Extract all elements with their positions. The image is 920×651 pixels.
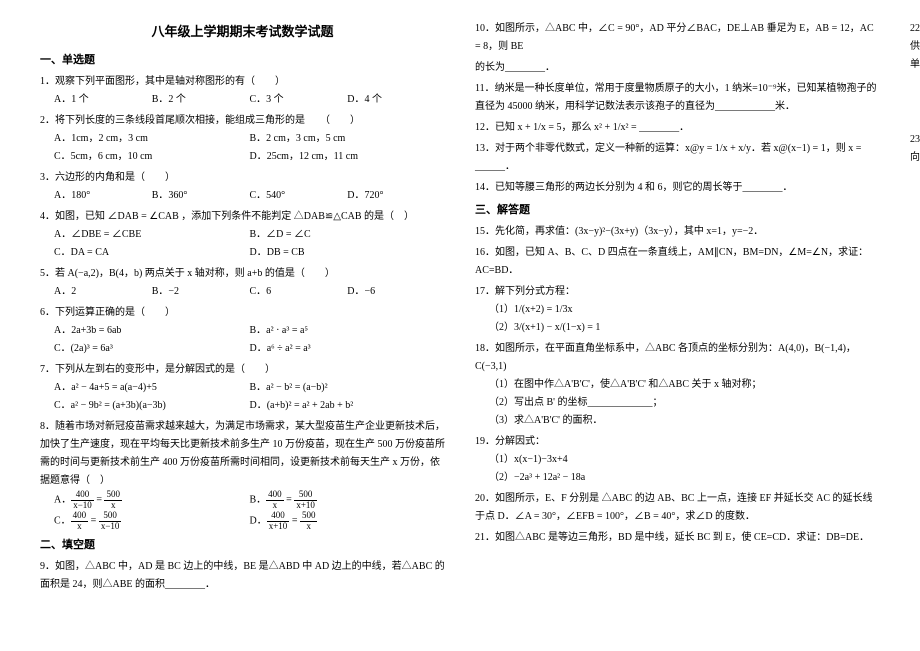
q8-opt-c: C．400x = 500x−10 — [54, 511, 250, 532]
q7-opt-a: A．a² − 4a+5 = a(a−4)+5 — [54, 379, 250, 397]
question-7: 7．下列从左到右的变形中，是分解因式的是（ ） A．a² − 4a+5 = a(… — [40, 361, 445, 415]
question-16: 16．如图，已知 A、B、C、D 四点在一条直线上，AM∥CN，BM=DN，∠M… — [475, 244, 880, 280]
question-2: 2．将下列长度的三条线段首尾顺次相接，能组成三角形的是 （ ） A．1cm，2 … — [40, 112, 445, 166]
q1-stem: 1．观察下列平面图形，其中是轴对称图形的有（ ） — [40, 73, 445, 91]
q5-opt-a: A．2 — [54, 283, 152, 301]
q1-opt-b: B．2 个 — [152, 91, 250, 109]
question-17: 17．解下列分式方程： （1）1/(x+2) = 1/3x （2）3/(x+1)… — [475, 283, 880, 337]
q3-opt-b: B．360° — [152, 187, 250, 205]
q3-opt-c: C．540° — [250, 187, 348, 205]
q1-opt-c: C．3 个 — [250, 91, 348, 109]
q22-stem: 22．某商家预测一种应季衬衫能畅销市场，就用 13200 元购进了一批这种衬衫，… — [910, 20, 920, 74]
q17-sub1: （1）1/(x+2) = 1/3x — [489, 301, 880, 319]
section-1-header: 一、单选题 — [40, 51, 445, 71]
q4-opt-c: C．DA = CA — [54, 244, 250, 262]
q3-opt-d: D．720° — [347, 187, 445, 205]
q7-opt-c: C．a² − 9b² = (a+3b)(a−3b) — [54, 397, 250, 415]
q19-sub2: （2）−2a³ + 12a² − 18a — [489, 469, 880, 487]
question-18: 18．如图所示，在平面直角坐标系中，△ABC 各顶点的坐标分别为：A(4,0)，… — [475, 340, 880, 430]
q4-opt-b: B．∠D = ∠C — [250, 226, 446, 244]
q6-opt-c: C．(2a)³ = 6a³ — [54, 340, 250, 358]
question-8: 8．随着市场对新冠疫苗需求越来越大，为满足市场需求，某大型疫苗生产企业更新技术后… — [40, 418, 445, 532]
q5-stem: 5．若 A(−a,2)，B(4，b) 两点关于 x 轴对称，则 a+b 的值是（… — [40, 265, 445, 283]
question-6: 6．下列运算正确的是（ ） A．2a+3b = 6ab B．a² · a³ = … — [40, 304, 445, 358]
q19-sub1: （1）x(x−1)−3x+4 — [489, 451, 880, 469]
question-19: 19．分解因式： （1）x(x−1)−3x+4 （2）−2a³ + 12a² −… — [475, 433, 880, 487]
q8-opt-a: A．400x−10 = 500x — [54, 490, 250, 511]
q6-opt-a: A．2a+3b = 6ab — [54, 322, 250, 340]
question-22: 22．某商家预测一种应季衬衫能畅销市场，就用 13200 元购进了一批这种衬衫，… — [910, 20, 920, 128]
q5-opt-b: B．−2 — [152, 283, 250, 301]
q7-opt-d: D．(a+b)² = a² + 2ab + b² — [250, 397, 446, 415]
q2-opt-a: A．1cm，2 cm，3 cm — [54, 130, 250, 148]
q2-opt-d: D．25cm，12 cm，11 cm — [250, 148, 446, 166]
q3-opt-a: A．180° — [54, 187, 152, 205]
q8-stem: 8．随着市场对新冠疫苗需求越来越大，为满足市场需求，某大型疫苗生产企业更新技术后… — [40, 418, 445, 490]
q18-sub3: （3）求△A'B'C' 的面积． — [489, 412, 880, 430]
section-2-header: 二、填空题 — [40, 536, 445, 556]
question-3: 3．六边形的内角和是（ ） A．180° B．360° C．540° D．720… — [40, 169, 445, 205]
q6-opt-b: B．a² · a³ = a⁵ — [250, 322, 446, 340]
q2-opt-b: B．2 cm，3 cm，5 cm — [250, 130, 446, 148]
q5-opt-c: C．6 — [250, 283, 348, 301]
question-12: 12．已知 x + 1/x = 5，那么 x² + 1/x² = _______… — [475, 119, 880, 137]
q2-opt-c: C．5cm，6 cm，10 cm — [54, 148, 250, 166]
question-15: 15．先化简，再求值：(3x−y)²−(3x+y)（3x−y），其中 x=1，y… — [475, 223, 880, 241]
question-23: 23．如图 1，点 E、F 分别是等边 △ABC 边 AB、BC 上的动点（端点… — [910, 131, 920, 167]
q8-opt-d: D．400x+10 = 500x — [250, 511, 446, 532]
question-10b: 的长为________． — [475, 59, 880, 77]
question-5: 5．若 A(−a,2)，B(4，b) 两点关于 x 轴对称，则 a+b 的值是（… — [40, 265, 445, 301]
q7-opt-b: B．a² − b² = (a−b)² — [250, 379, 446, 397]
q6-stem: 6．下列运算正确的是（ ） — [40, 304, 445, 322]
q3-stem: 3．六边形的内角和是（ ） — [40, 169, 445, 187]
q7-stem: 7．下列从左到右的变形中，是分解因式的是（ ） — [40, 361, 445, 379]
question-4: 4．如图，已知 ∠DAB = ∠CAB ，添加下列条件不能判定 △DAB≌△CA… — [40, 208, 445, 262]
q4-stem: 4．如图，已知 ∠DAB = ∠CAB ，添加下列条件不能判定 △DAB≌△CA… — [40, 208, 445, 226]
q18-sub2: （2）写出点 B' 的坐标_____________； — [489, 394, 880, 412]
q4-opt-d: D．DB = CB — [250, 244, 446, 262]
question-20: 20．如图所示，E、F 分别是 △ABC 的边 AB、BC 上一点，连接 EF … — [475, 490, 880, 526]
q18-stem: 18．如图所示，在平面直角坐标系中，△ABC 各顶点的坐标分别为：A(4,0)，… — [475, 340, 880, 376]
question-9: 9．如图，△ABC 中，AD 是 BC 边上的中线，BE 是△ABD 中 AD … — [40, 558, 445, 594]
q1-opt-a: A．1 个 — [54, 91, 152, 109]
q17-stem: 17．解下列分式方程： — [475, 283, 880, 301]
section-3-header: 三、解答题 — [475, 201, 880, 221]
q17-sub2: （2）3/(x+1) − x/(1−x) = 1 — [489, 319, 880, 337]
question-13: 13．对于两个非零代数式，定义一种新的运算：x@y = 1/x + x/y．若 … — [475, 140, 880, 176]
question-1: 1．观察下列平面图形，其中是轴对称图形的有（ ） A．1 个 B．2 个 C．3… — [40, 73, 445, 109]
q5-opt-d: D．−6 — [347, 283, 445, 301]
q2-stem: 2．将下列长度的三条线段首尾顺次相接，能组成三角形的是 （ ） — [40, 112, 445, 130]
exam-title: 八年级上学期期末考试数学试题 — [40, 20, 445, 43]
question-10: 10．如图所示，△ABC 中，∠C = 90°，AD 平分∠BAC，DE⊥AB … — [475, 20, 880, 56]
q19-stem: 19．分解因式： — [475, 433, 880, 451]
question-14: 14．已知等腰三角形的两边长分别为 4 和 6，则它的周长等于________． — [475, 179, 880, 197]
q1-opt-d: D．4 个 — [347, 91, 445, 109]
q6-opt-d: D．a⁶ ÷ a² = a³ — [250, 340, 446, 358]
q18-sub1: （1）在图中作△A'B'C'，使△A'B'C' 和△ABC 关于 x 轴对称； — [489, 376, 880, 394]
q4-opt-a: A．∠DBE = ∠CBE — [54, 226, 250, 244]
question-21: 21．如图△ABC 是等边三角形，BD 是中线，延长 BC 到 E，使 CE=C… — [475, 529, 880, 547]
q8-opt-b: B．400x = 500x+10 — [250, 490, 446, 511]
question-11: 11．纳米是一种长度单位，常用于度量物质原子的大小，1 纳米=10⁻⁹米，已知某… — [475, 80, 880, 116]
